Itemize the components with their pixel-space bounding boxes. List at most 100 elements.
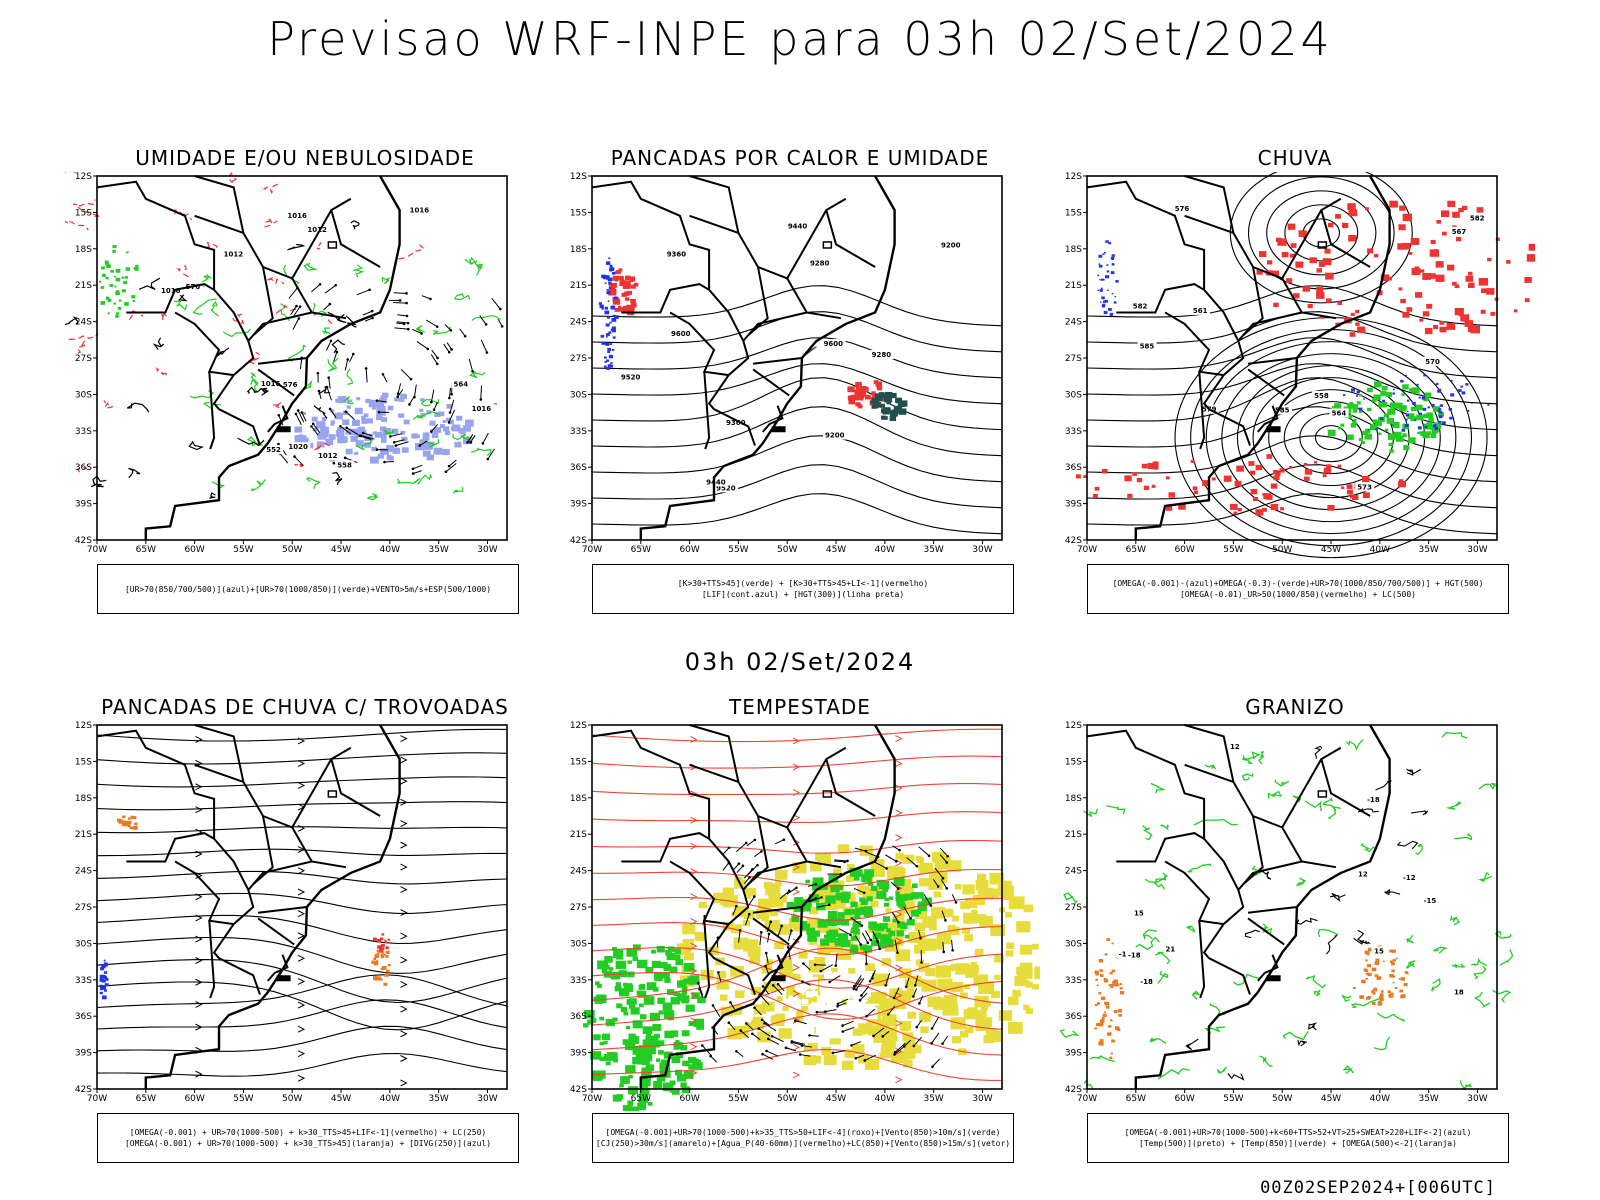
contour-segment — [1384, 888, 1401, 896]
contour-segment — [76, 340, 87, 354]
shade-cell — [400, 430, 406, 435]
stream-arrow — [400, 756, 408, 764]
shade-cell — [124, 276, 129, 279]
panel-title: PANCADAS DE CHUVA C/ TROVOADAS — [101, 695, 509, 719]
wind-vector — [480, 385, 483, 400]
shade-cell — [124, 302, 129, 306]
label-bg — [1421, 896, 1441, 906]
wind-vector — [411, 328, 422, 334]
shade-cell — [442, 419, 447, 423]
shade-cell — [904, 934, 910, 939]
shade-cell — [875, 1024, 888, 1034]
shade-cell — [99, 987, 104, 990]
contour-segment — [1063, 892, 1078, 904]
shade-cell — [1132, 472, 1137, 476]
vector-head — [954, 901, 958, 904]
contour-segment — [1471, 957, 1487, 967]
contour-segment — [1431, 978, 1441, 992]
shade-cell — [1108, 1025, 1112, 1028]
shade-cell — [1113, 982, 1119, 987]
shade-cell — [600, 334, 605, 338]
contour-label: -18 — [1140, 978, 1153, 986]
shade-cell — [106, 264, 111, 268]
shade-cell — [649, 1012, 660, 1021]
contour-label: 18 — [1454, 988, 1464, 996]
contour-segment — [1144, 874, 1166, 883]
lat-tick-label: 39S — [570, 1049, 587, 1059]
shade-cell — [620, 1007, 628, 1013]
country-border — [257, 906, 308, 914]
stream-arrow — [195, 893, 203, 901]
label-bg — [938, 240, 963, 250]
contour-label: 9200 — [941, 242, 961, 250]
vector-head — [814, 882, 818, 886]
stream-arrow — [792, 1071, 801, 1079]
shade-cell — [948, 926, 960, 936]
shade-cell — [806, 917, 820, 929]
shade-cell — [658, 1010, 664, 1015]
contour-segment — [1106, 805, 1126, 815]
shade-cell — [1417, 431, 1421, 435]
vector-head — [920, 961, 923, 964]
vector-head — [436, 325, 439, 328]
shade-cell — [102, 975, 107, 978]
contour-label: 12 — [1230, 743, 1240, 751]
shade-cell — [870, 401, 874, 404]
vector-head — [328, 302, 332, 306]
shade-cell — [605, 342, 610, 346]
shade-cell — [682, 998, 689, 1004]
shade-cell — [828, 1025, 845, 1039]
vector-head — [448, 396, 451, 400]
clear-core — [788, 970, 878, 1039]
contour-segment — [76, 466, 88, 473]
shade-cell — [1098, 263, 1101, 265]
shade-cell — [627, 971, 635, 978]
height-contour — [591, 493, 1003, 535]
vector-head — [864, 849, 868, 853]
stream-arrow — [195, 914, 203, 922]
shade-cell — [874, 868, 885, 878]
shade-cell — [1111, 1039, 1115, 1043]
country-border — [257, 368, 295, 397]
shade-cell — [1526, 254, 1535, 262]
shade-cell — [932, 852, 946, 863]
shade-cell — [898, 406, 903, 410]
wind-vector — [837, 998, 849, 1005]
shade-cell — [1460, 385, 1463, 388]
shade-cell — [683, 1071, 694, 1079]
wind-vector — [787, 930, 792, 942]
shade-cell — [605, 261, 611, 265]
lon-tick-label: 60W — [679, 545, 699, 555]
shade-cell — [860, 899, 869, 905]
contour-segment — [1089, 1055, 1115, 1063]
shade-cell — [1083, 475, 1087, 478]
vector-head — [405, 301, 408, 305]
contour-segment — [1308, 1022, 1318, 1031]
panel-trovoadas: PANCADAS DE CHUVA C/ TROVOADAS 12S 15S 18S… — [65, 695, 545, 1165]
contour-segment — [1216, 1066, 1227, 1074]
streamline — [96, 892, 508, 914]
wind-vector — [349, 353, 354, 363]
vector-head — [294, 412, 298, 416]
label-bg — [1312, 390, 1332, 400]
base-map — [96, 724, 401, 1089]
streamline — [96, 1052, 508, 1077]
shade-cell — [642, 1039, 652, 1047]
lon-tick-label: 30W — [477, 545, 497, 555]
lat-tick-label: 12S — [75, 721, 92, 731]
shade-cell — [880, 1047, 894, 1058]
wind-vector — [807, 883, 816, 887]
shade-cell — [376, 406, 386, 414]
shade-cell — [401, 447, 409, 453]
contour-segment — [68, 332, 99, 341]
shade-cell — [792, 862, 807, 874]
lat-tick-label: 36S — [1065, 1012, 1082, 1022]
omega-red — [1256, 200, 1535, 337]
contour-segment — [1185, 1038, 1199, 1051]
shade-cell — [99, 991, 103, 995]
wind-vector — [748, 896, 755, 906]
lat-tick-label: 42S — [570, 1085, 587, 1095]
shade-cell — [608, 1052, 617, 1059]
shade-cell — [1423, 413, 1429, 418]
lon-tick-label: 40W — [1370, 545, 1390, 555]
